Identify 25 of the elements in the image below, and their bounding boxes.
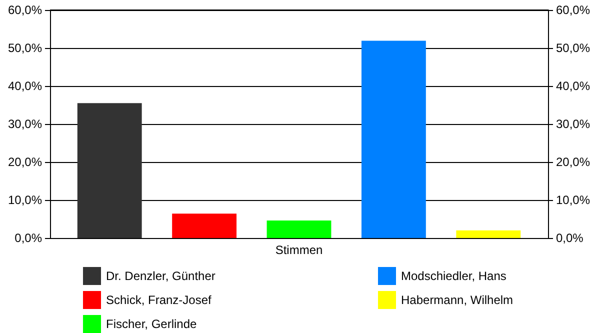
text: 20,0% [556, 155, 590, 169]
text: 60,0% [556, 3, 590, 17]
text: 30,0% [556, 117, 590, 131]
legend-label: Schick, Franz-Josef [106, 293, 212, 307]
text: 50,0% [556, 41, 590, 55]
legend-label: Modschiedler, Hans [401, 269, 506, 283]
y-tick-label: 40,0% [8, 79, 42, 93]
y-tick-label: 10,0% [8, 193, 42, 207]
bar [361, 40, 426, 238]
bar [456, 230, 521, 238]
text: 10,0% [556, 193, 590, 207]
legend-label: Dr. Denzler, Günther [106, 269, 216, 283]
text: 40,0% [556, 79, 590, 93]
bar [172, 214, 237, 238]
y-tick-label: 20,0% [8, 155, 42, 169]
bar [266, 220, 332, 238]
y-tick-label: 60,0% [8, 3, 42, 17]
bar [77, 103, 142, 238]
legend-label: Fischer, Gerlinde [106, 317, 198, 331]
y-tick-label: 30,0% [8, 117, 42, 131]
legend-label: Habermann, Wilhelm [401, 293, 514, 307]
y-tick-label: 50,0% [8, 41, 42, 55]
y-tick-label: 0,0% [14, 231, 42, 245]
x-tick-label: Stimmen [275, 243, 323, 257]
text: 0,0% [556, 231, 584, 245]
